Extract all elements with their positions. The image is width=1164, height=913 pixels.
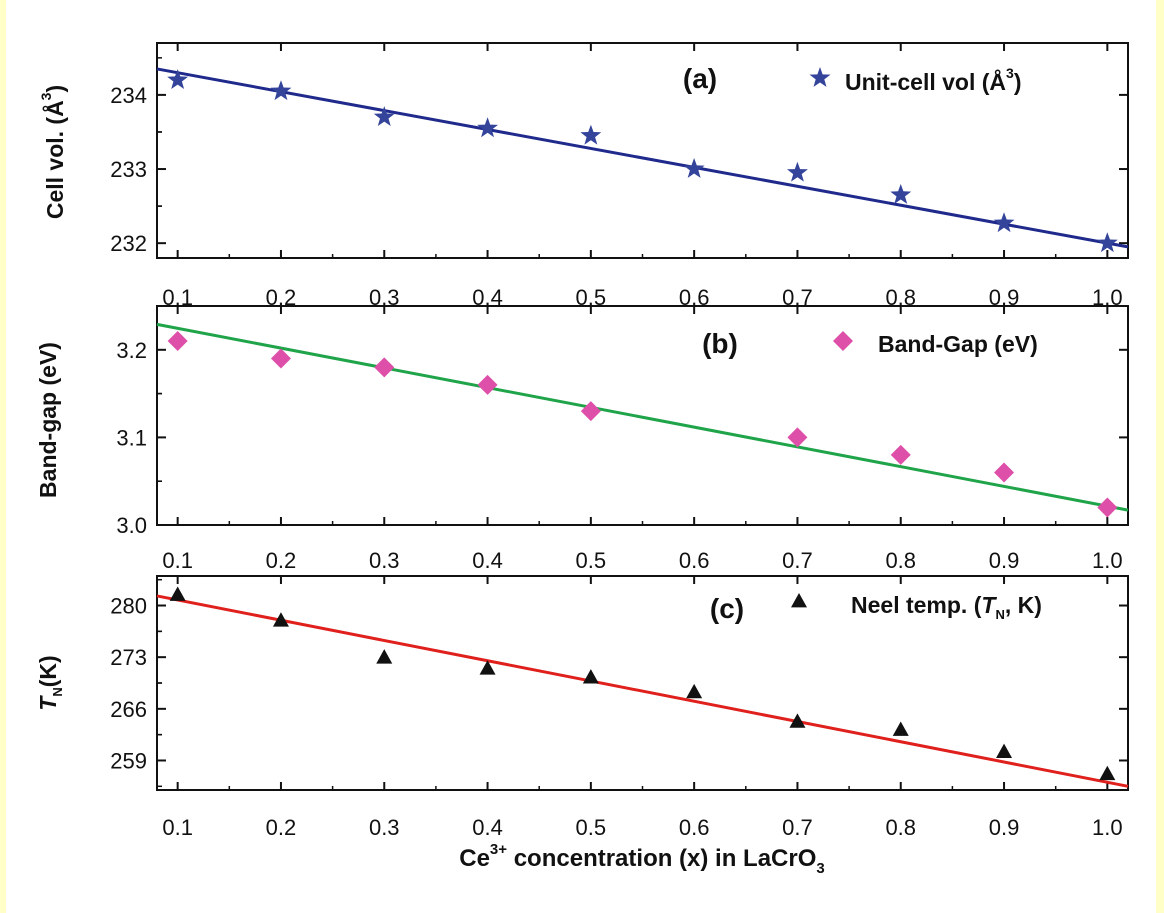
chart-canvas — [6, 0, 1156, 913]
legend-c-text: Neel temp. (TN, K) — [851, 592, 1042, 622]
data-point-star — [373, 106, 395, 126]
x-tick-label: 1.0 — [1092, 548, 1123, 573]
panel-b-fit-line — [156, 322, 1129, 512]
panel-a-ylabel: Cell vol. (Å3) — [38, 85, 68, 219]
y-tick-label: 266 — [110, 697, 147, 722]
y-tick-label: 280 — [110, 594, 147, 619]
x-tick-label: 0.1 — [162, 815, 193, 840]
panel-b-y-ticks: 3.0 3.1 3.2 — [116, 338, 1128, 538]
data-point-star — [1096, 232, 1118, 253]
data-point-triangle — [582, 669, 599, 684]
x-axis-title: Ce3+ concentration (x) in LaCrO3 — [459, 841, 825, 877]
data-point-star — [993, 212, 1015, 233]
x-tick-label: 0.8 — [885, 548, 916, 573]
legend-b-text: Band-Gap (eV) — [878, 331, 1038, 357]
data-point-triangle — [892, 721, 909, 736]
x-tick-label: 0.7 — [782, 815, 813, 840]
data-point-star — [167, 69, 189, 89]
data-point-triangle — [169, 586, 186, 601]
panel-c-ylabel: TN(K) — [35, 655, 65, 710]
panel-c-fit-line — [156, 594, 1129, 788]
x-tick-label: 0.5 — [576, 815, 607, 840]
panel-b-legend: Band-Gap (eV) — [833, 331, 1038, 357]
x-tick-label: 1.0 — [1092, 815, 1123, 840]
panel-a-label: (a) — [683, 63, 717, 94]
x-tick-label: 0.8 — [885, 815, 916, 840]
x-tick-label: 0.1 — [162, 548, 193, 573]
panel-c-legend: Neel temp. (TN, K) — [791, 592, 1042, 622]
y-tick-label: 3.2 — [116, 338, 147, 363]
panel-c: 0.1 0.2 0.3 0.4 0.5 0.6 0.7 0.8 0.9 1.0 259 266 273… — [35, 575, 1129, 840]
x-tick-label: 0.6 — [679, 548, 710, 573]
x-tick-label: 0.3 — [369, 548, 400, 573]
data-point-diamond — [374, 357, 395, 378]
data-point-triangle — [376, 649, 393, 664]
y-tick-label: 232 — [110, 231, 147, 256]
panel-c-label: (c) — [710, 593, 744, 624]
y-tick-label: 273 — [110, 645, 147, 670]
legend-a-star-icon — [809, 67, 831, 87]
x-tick-label: 0.3 — [369, 815, 400, 840]
fit-line — [156, 322, 1129, 512]
panel-c-markers — [169, 586, 1116, 781]
panel-c-y-ticks: 259 266 273 280 — [110, 578, 1128, 788]
legend-b-diamond-icon — [833, 331, 853, 351]
data-point-star — [890, 184, 912, 204]
x-tick-label: 0.9 — [989, 548, 1020, 573]
panel-b-x-ticks: 0.1 0.2 0.3 0.4 0.5 0.6 0.7 0.8 0.9 1.0 — [162, 306, 1123, 573]
x-tick-label: 0.6 — [679, 815, 710, 840]
y-tick-label: 233 — [110, 157, 147, 182]
y-tick-label: 3.1 — [116, 425, 147, 450]
data-point-triangle — [272, 612, 289, 627]
panel-b: 0.1 0.2 0.3 0.4 0.5 0.6 0.7 0.8 0.9 1.0 3.0 3.1 3.2… — [35, 305, 1129, 573]
data-point-diamond — [787, 427, 808, 448]
panel-a-markers — [167, 69, 1118, 253]
data-point-star — [787, 161, 808, 182]
panel-b-markers — [167, 331, 1118, 518]
data-point-triangle — [479, 660, 496, 675]
y-tick-label: 234 — [110, 83, 147, 108]
data-point-diamond — [270, 348, 291, 369]
x-tick-label: 0.4 — [472, 815, 503, 840]
x-tick-label: 0.2 — [266, 815, 297, 840]
data-point-triangle — [1099, 765, 1116, 781]
x-tick-label: 0.9 — [989, 815, 1020, 840]
data-point-diamond — [890, 444, 911, 465]
panel-b-ylabel: Band-gap (eV) — [35, 342, 61, 498]
panel-a-legend: Unit-cell vol (Å3) — [809, 65, 1021, 95]
data-point-diamond — [580, 401, 601, 422]
data-point-diamond — [1097, 497, 1118, 518]
x-tick-label: 0.5 — [576, 548, 607, 573]
fit-line — [156, 594, 1129, 788]
fit-line — [156, 67, 1129, 249]
data-point-triangle — [996, 743, 1013, 759]
data-point-star — [580, 124, 602, 145]
data-point-star — [683, 158, 705, 178]
data-point-star — [477, 117, 498, 138]
data-point-diamond — [167, 331, 188, 352]
panel-c-x-ticks: 0.1 0.2 0.3 0.4 0.5 0.6 0.7 0.8 0.9 1.0 — [162, 576, 1123, 840]
legend-a-text: Unit-cell vol (Å3) — [845, 65, 1021, 95]
legend-c-triangle-icon — [791, 593, 807, 608]
panel-b-label: (b) — [702, 328, 738, 359]
x-tick-label: 0.2 — [266, 548, 297, 573]
data-point-triangle — [789, 713, 806, 728]
panel-a: 0.1 0.2 0.3 0.4 0.5 0.6 0.7 0.8 0.9 1.0 232233234… — [38, 42, 1129, 310]
data-point-diamond — [994, 462, 1015, 483]
panel-a-y-ticks: 232 233 234 — [110, 57, 1128, 256]
y-tick-label: 259 — [110, 748, 147, 773]
x-tick-label: 0.7 — [782, 548, 813, 573]
panel-a-fit-line — [156, 67, 1129, 249]
data-point-triangle — [686, 683, 703, 699]
y-tick-label: 3.0 — [116, 513, 147, 538]
data-point-diamond — [477, 374, 498, 395]
x-tick-label: 0.4 — [472, 548, 503, 573]
data-point-star — [270, 80, 292, 101]
